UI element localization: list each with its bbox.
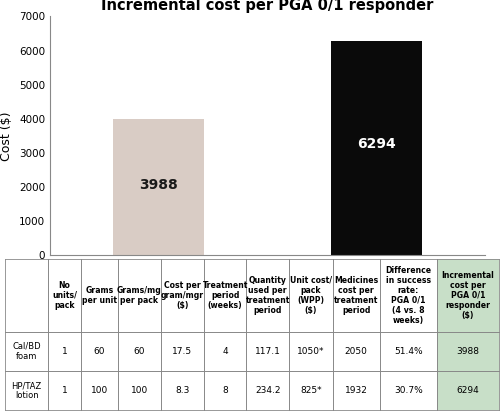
Text: 3988: 3988 (456, 347, 479, 356)
Text: 8.3: 8.3 (176, 386, 190, 395)
Bar (5, 332, 48, 371)
Text: Incremental
cost per
PGA 0/1
responder
($): Incremental cost per PGA 0/1 responder (… (442, 271, 494, 320)
Bar (5, 259, 48, 332)
Text: 30.7%: 30.7% (394, 386, 423, 395)
Bar (380, 259, 437, 332)
Text: 1050*: 1050* (297, 347, 324, 356)
Text: 100: 100 (90, 386, 108, 395)
Text: 1: 1 (62, 347, 68, 356)
Text: 60: 60 (134, 347, 145, 356)
Text: 60: 60 (94, 347, 105, 356)
Bar (290, 259, 333, 332)
Text: No
units/
pack: No units/ pack (52, 281, 77, 310)
Text: 117.1: 117.1 (255, 347, 280, 356)
Bar (161, 332, 204, 371)
Text: Grams/mg
per pack: Grams/mg per pack (117, 286, 162, 305)
Bar (332, 332, 380, 371)
Bar (81, 371, 118, 410)
Bar (437, 332, 499, 371)
Bar (118, 332, 161, 371)
Text: 51.4%: 51.4% (394, 347, 422, 356)
Bar (246, 371, 290, 410)
Bar (81, 259, 118, 332)
Bar (204, 259, 246, 332)
Text: Cal/BD
foam: Cal/BD foam (12, 342, 41, 361)
Text: 17.5: 17.5 (172, 347, 193, 356)
Bar (437, 371, 499, 410)
Bar (118, 259, 161, 332)
Bar (246, 259, 290, 332)
Bar (380, 332, 437, 371)
Text: 100: 100 (130, 386, 148, 395)
Bar (81, 332, 118, 371)
Bar (161, 259, 204, 332)
Bar (290, 332, 333, 371)
Text: Treatment
period
(weeks): Treatment period (weeks) (202, 281, 248, 310)
Bar (48, 371, 81, 410)
Bar (332, 371, 380, 410)
Bar (290, 371, 333, 410)
Text: 6294: 6294 (456, 386, 479, 395)
Bar (161, 371, 204, 410)
Bar (113, 119, 204, 255)
Text: Cost per
gram/mgr
($): Cost per gram/mgr ($) (161, 281, 204, 310)
Text: 4: 4 (222, 347, 228, 356)
Text: 2050: 2050 (345, 347, 368, 356)
Bar (437, 259, 499, 332)
Text: 1: 1 (62, 386, 68, 395)
Text: 8: 8 (222, 386, 228, 395)
Text: HP/TAZ
lotion: HP/TAZ lotion (12, 381, 42, 400)
Text: Unit cost/
pack
(WPP)
($): Unit cost/ pack (WPP) ($) (290, 276, 332, 315)
Title: Incremental cost per PGA 0/1 responder: Incremental cost per PGA 0/1 responder (102, 0, 433, 12)
Text: Grams
per unit: Grams per unit (82, 286, 117, 305)
Bar (48, 259, 81, 332)
Bar (5, 371, 48, 410)
Text: Difference
in success
rate:
PGA 0/1
(4 vs. 8
weeks): Difference in success rate: PGA 0/1 (4 v… (386, 266, 432, 325)
Text: Medicines
cost per
treatment
period: Medicines cost per treatment period (334, 276, 378, 315)
Bar (204, 332, 246, 371)
Bar (48, 332, 81, 371)
Text: Quantity
used per
treatment
period: Quantity used per treatment period (246, 276, 290, 315)
Text: 6294: 6294 (357, 137, 396, 151)
Bar (204, 371, 246, 410)
Bar (330, 40, 422, 255)
Text: 825*: 825* (300, 386, 322, 395)
Text: 1932: 1932 (345, 386, 368, 395)
Bar (246, 332, 290, 371)
Text: 234.2: 234.2 (255, 386, 280, 395)
Bar (118, 371, 161, 410)
Bar (380, 371, 437, 410)
Bar (332, 259, 380, 332)
Text: 3988: 3988 (140, 178, 178, 192)
Y-axis label: Cost ($): Cost ($) (0, 111, 14, 161)
